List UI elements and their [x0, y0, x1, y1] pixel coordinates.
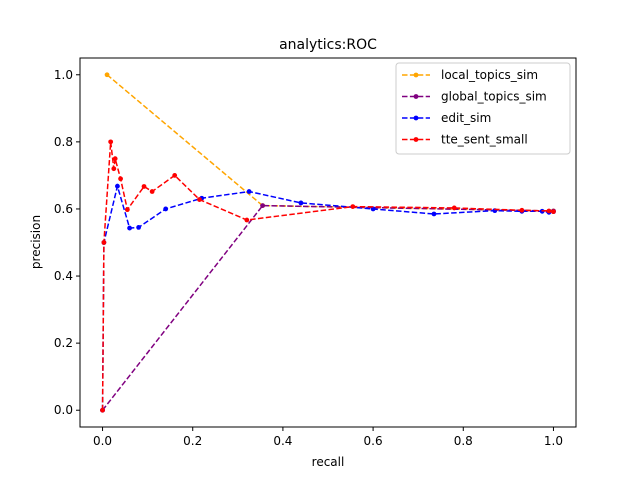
legend-label: global_topics_sim — [441, 90, 547, 104]
plot-frame — [79, 57, 577, 428]
y-axis-label: precision — [29, 215, 43, 269]
x-tick-label: 0.4 — [273, 434, 292, 448]
series-line-edit_sim — [101, 183, 554, 411]
data-point-tte_sent_small — [108, 139, 114, 145]
y-tick-label: 0.6 — [54, 202, 73, 216]
y-tick-label: 0.2 — [54, 336, 73, 350]
data-point-edit_sim — [127, 225, 132, 231]
data-point-tte_sent_small — [172, 173, 178, 178]
data-point-tte_sent_small — [112, 156, 118, 162]
data-point-edit_sim — [115, 183, 120, 189]
data-point-global_topics_sim — [260, 203, 266, 209]
data-point-local_topics_sim — [104, 72, 110, 78]
x-axis-label: recall — [312, 455, 345, 469]
data-point-tte_sent_small — [101, 240, 107, 245]
legend-marker-local_topics_sim — [413, 72, 419, 78]
x-axis-ticks: 0.0 0.2 0.4 0.6 0.8 1.0 — [93, 427, 563, 448]
data-point-edit_sim — [370, 206, 376, 212]
data-point-tte_sent_small — [551, 209, 556, 215]
data-point-edit_sim — [246, 189, 252, 194]
data-point-tte_sent_small — [111, 166, 117, 172]
legend-box — [395, 62, 571, 155]
data-point-edit_sim — [431, 211, 437, 217]
x-tick-label: 0.8 — [454, 434, 473, 448]
legend-label: edit_sim — [441, 111, 491, 125]
data-point-tte_sent_small — [149, 189, 155, 194]
legend-marker-tte_sent_small — [413, 137, 419, 142]
data-point-tte_sent_small — [350, 204, 356, 210]
data-point-tte_sent_small — [451, 205, 457, 211]
y-tick-label: 1.0 — [54, 68, 73, 82]
x-tick-label: 0.0 — [93, 434, 112, 448]
series-line-tte_sent_small — [101, 141, 554, 411]
x-tick-label: 1.0 — [544, 434, 563, 448]
data-point-tte_sent_small — [546, 208, 552, 214]
legend-marker-global_topics_sim — [413, 94, 419, 99]
data-point-tte_sent_small — [124, 207, 130, 213]
y-tick-label: 0.4 — [54, 269, 73, 283]
y-axis-ticks: 0.0 0.2 0.4 0.6 0.8 1.0 — [54, 68, 80, 417]
y-tick-label: 0.0 — [54, 403, 73, 417]
y-tick-label: 0.8 — [54, 135, 73, 149]
legend-label: tte_sent_small — [441, 133, 528, 147]
data-point-edit_sim — [298, 200, 304, 206]
legend: local_topics_sim global_topics_sim edit_si… — [395, 62, 571, 155]
legend-marker-edit_sim — [413, 115, 419, 121]
data-point-tte_sent_small — [197, 197, 202, 202]
legend-label: local_topics_sim — [441, 68, 538, 82]
data-point-edit_sim — [163, 206, 169, 212]
data-point-tte_sent_small — [141, 184, 147, 189]
data-point-tte_sent_small — [100, 407, 105, 413]
data-point-tte_sent_small — [244, 217, 250, 223]
data-point-tte_sent_small — [519, 207, 525, 213]
x-tick-label: 0.2 — [183, 434, 202, 448]
series-line-global_topics_sim — [101, 204, 554, 411]
data-point-edit_sim — [136, 225, 142, 230]
x-tick-label: 0.6 — [364, 434, 383, 448]
data-point-tte_sent_small — [118, 176, 123, 182]
chart-title: analytics:ROC — [279, 37, 377, 53]
series-layer — [100, 72, 556, 413]
